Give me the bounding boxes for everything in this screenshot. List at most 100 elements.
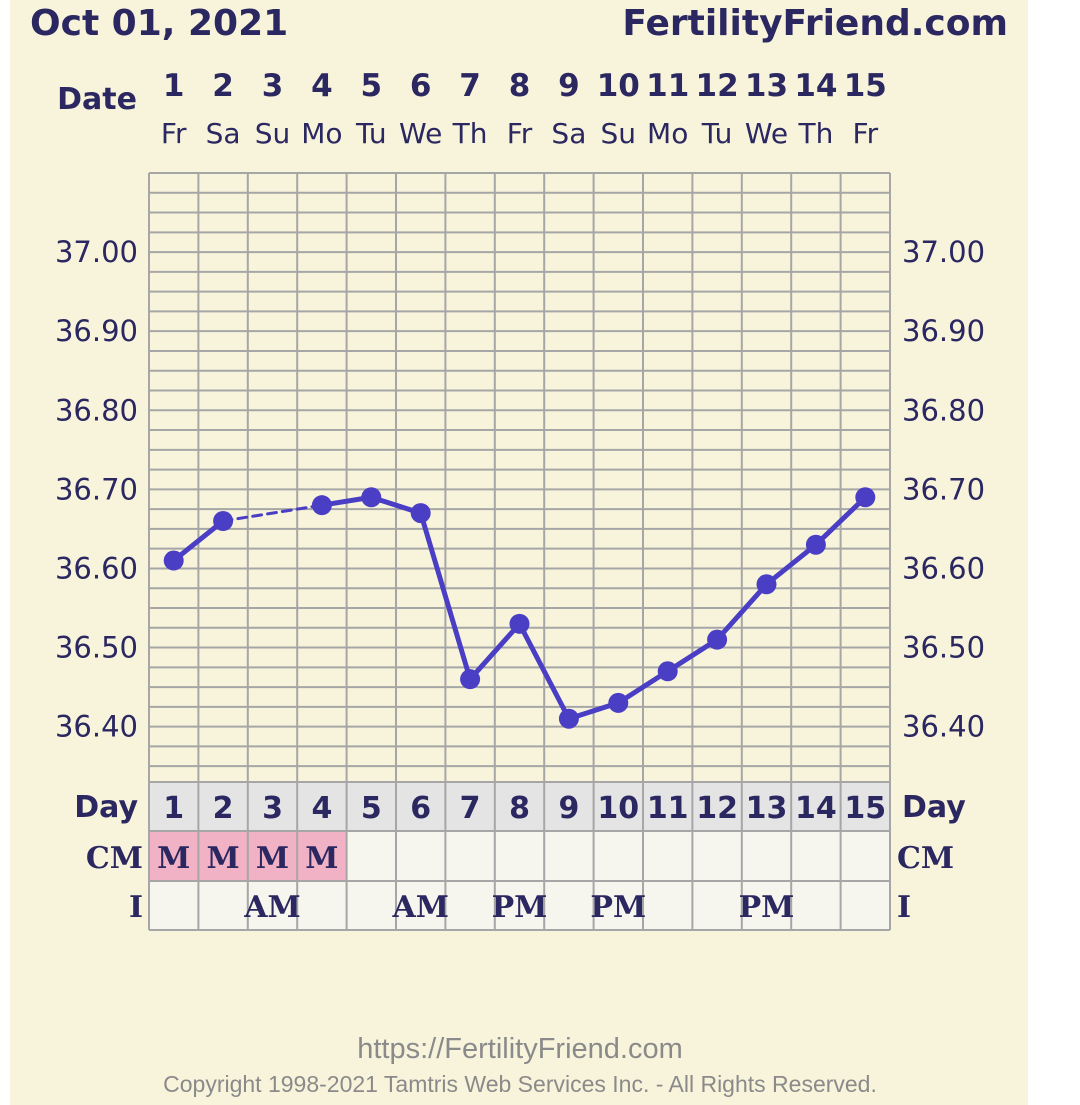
cm-cell: M — [206, 841, 239, 876]
weekday-label: We — [745, 117, 788, 150]
footer-url[interactable]: https://FertilityFriend.com — [357, 1033, 683, 1065]
y-axis-right: 37.00 36.90 36.80 36.70 36.60 36.50 36.40 — [902, 235, 985, 744]
series-segment — [813, 494, 868, 548]
y-tick-label: 36.60 — [55, 551, 138, 585]
day-cell: 5 — [361, 791, 382, 826]
footer-copyright: Copyright 1998-2021 Tamtris Web Services… — [163, 1071, 877, 1097]
data-point — [509, 613, 530, 634]
i-cell: PM — [590, 890, 646, 925]
temperature-points — [163, 487, 876, 729]
date-number: 2 — [212, 68, 234, 104]
data-point — [558, 708, 579, 729]
series-gap-segment — [221, 503, 324, 523]
series-segment — [714, 581, 769, 643]
data-point — [855, 487, 876, 508]
date-numbers: 1 2 3 4 5 6 7 8 9 10 11 12 13 14 15 — [163, 68, 887, 104]
day-cell: 3 — [262, 791, 283, 826]
weekday-labels: Fr Sa Su Mo Tu We Th Fr Sa Su Mo Tu We Th Fr — [161, 117, 879, 150]
weekday-label: Mo — [301, 117, 342, 150]
day-row-label-left: Day — [74, 790, 138, 825]
day-cell: 15 — [844, 791, 886, 826]
day-cell: 7 — [460, 791, 481, 826]
date-number: 4 — [311, 68, 333, 104]
y-tick-label: 36.60 — [902, 551, 985, 585]
y-tick-label: 36.90 — [55, 314, 138, 348]
data-point — [163, 550, 184, 571]
y-tick-label: 36.40 — [55, 710, 138, 744]
y-tick-label: 36.70 — [902, 472, 985, 506]
y-tick-label: 37.00 — [902, 235, 985, 269]
date-number: 3 — [262, 68, 284, 104]
y-axis-left: 37.00 36.90 36.80 36.70 36.60 36.50 36.40 — [55, 235, 138, 744]
y-tick-label: 36.50 — [55, 631, 138, 665]
date-number: 8 — [509, 68, 531, 104]
weekday-label: Su — [601, 117, 637, 150]
data-point — [805, 534, 826, 555]
weekday-label: Tu — [355, 117, 387, 150]
data-point — [608, 692, 629, 713]
date-number: 10 — [597, 68, 640, 104]
weekday-label: Sa — [206, 117, 241, 150]
cm-cell: M — [305, 841, 338, 876]
y-tick-label: 37.00 — [55, 235, 138, 269]
series-segment — [764, 542, 819, 587]
date-number: 9 — [558, 68, 580, 104]
i-row-label-left: I — [129, 890, 143, 925]
day-cell: 9 — [558, 791, 579, 826]
data-point — [756, 574, 777, 595]
date-number: 13 — [745, 68, 788, 104]
weekday-label: Fr — [161, 117, 187, 150]
date-number: 14 — [794, 68, 837, 104]
day-cell: 6 — [410, 791, 431, 826]
i-row-label-right: I — [897, 890, 911, 925]
day-cell: 10 — [597, 791, 639, 826]
day-row-bg — [149, 782, 890, 831]
cm-cell: M — [157, 841, 190, 876]
y-tick-label: 36.80 — [55, 393, 138, 427]
weekday-label: Sa — [551, 117, 586, 150]
cm-cell: M — [256, 841, 289, 876]
series-segment — [467, 621, 522, 682]
series-segment — [517, 621, 572, 722]
i-cell: AM — [391, 890, 448, 925]
cm-cell-marked — [149, 831, 199, 881]
day-cell: 4 — [311, 791, 332, 826]
data-point — [213, 511, 234, 531]
day-cell: 13 — [746, 791, 788, 826]
y-tick-label: 36.80 — [902, 393, 985, 427]
cm-row-label-right: CM — [897, 841, 954, 876]
y-tick-label: 36.40 — [902, 710, 985, 744]
chart-date: Oct 01, 2021 — [30, 3, 288, 44]
day-cell: 2 — [213, 791, 234, 826]
site-name[interactable]: FertilityFriend.com — [622, 3, 1008, 44]
date-number: 1 — [163, 68, 185, 104]
date-number: 12 — [696, 68, 739, 104]
series-segment — [171, 518, 226, 564]
weekday-label: Fr — [853, 117, 879, 150]
cm-row-label-left: CM — [86, 841, 143, 876]
weekday-label: Th — [452, 117, 488, 150]
day-cell: 11 — [647, 791, 689, 826]
data-point — [361, 487, 382, 508]
day-cell: 1 — [163, 791, 184, 826]
data-point — [311, 495, 332, 516]
weekday-label: We — [399, 117, 442, 150]
series-segment — [418, 510, 473, 682]
day-cell: 14 — [795, 791, 837, 826]
cm-cell-marked — [247, 831, 298, 881]
date-number: 7 — [459, 68, 481, 104]
date-number: 6 — [410, 68, 432, 104]
y-tick-label: 36.70 — [55, 472, 138, 506]
i-cell: PM — [739, 890, 795, 925]
weekday-label: Su — [255, 117, 291, 150]
data-point — [707, 629, 728, 650]
cm-cell-marked — [297, 831, 347, 881]
data-point — [657, 661, 678, 682]
date-number: 11 — [646, 68, 689, 104]
day-row-label-right: Day — [902, 790, 966, 825]
weekday-label: Tu — [701, 117, 733, 150]
weekday-label: Th — [797, 117, 833, 150]
cm-cell-marked — [198, 831, 248, 881]
data-point — [460, 669, 481, 690]
